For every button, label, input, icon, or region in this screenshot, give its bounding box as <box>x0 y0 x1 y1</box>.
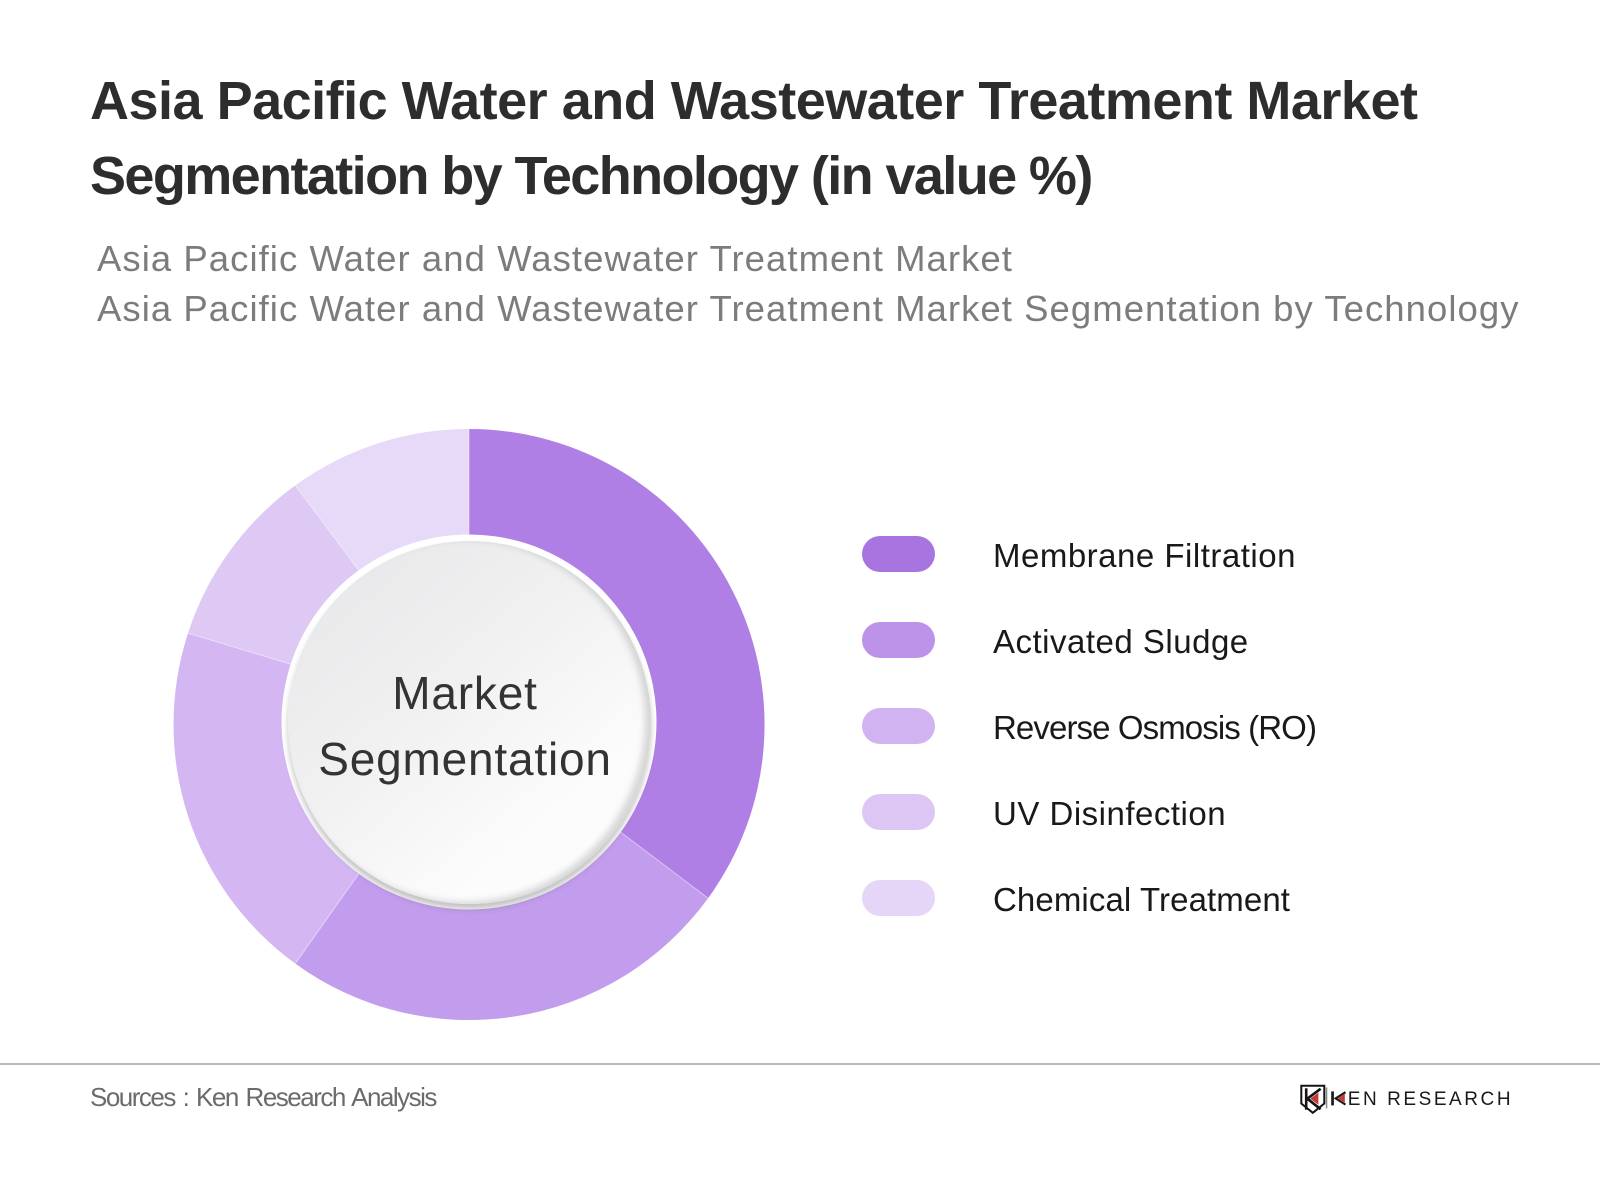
svg-text:EN RESEARCH: EN RESEARCH <box>1348 1089 1513 1110</box>
